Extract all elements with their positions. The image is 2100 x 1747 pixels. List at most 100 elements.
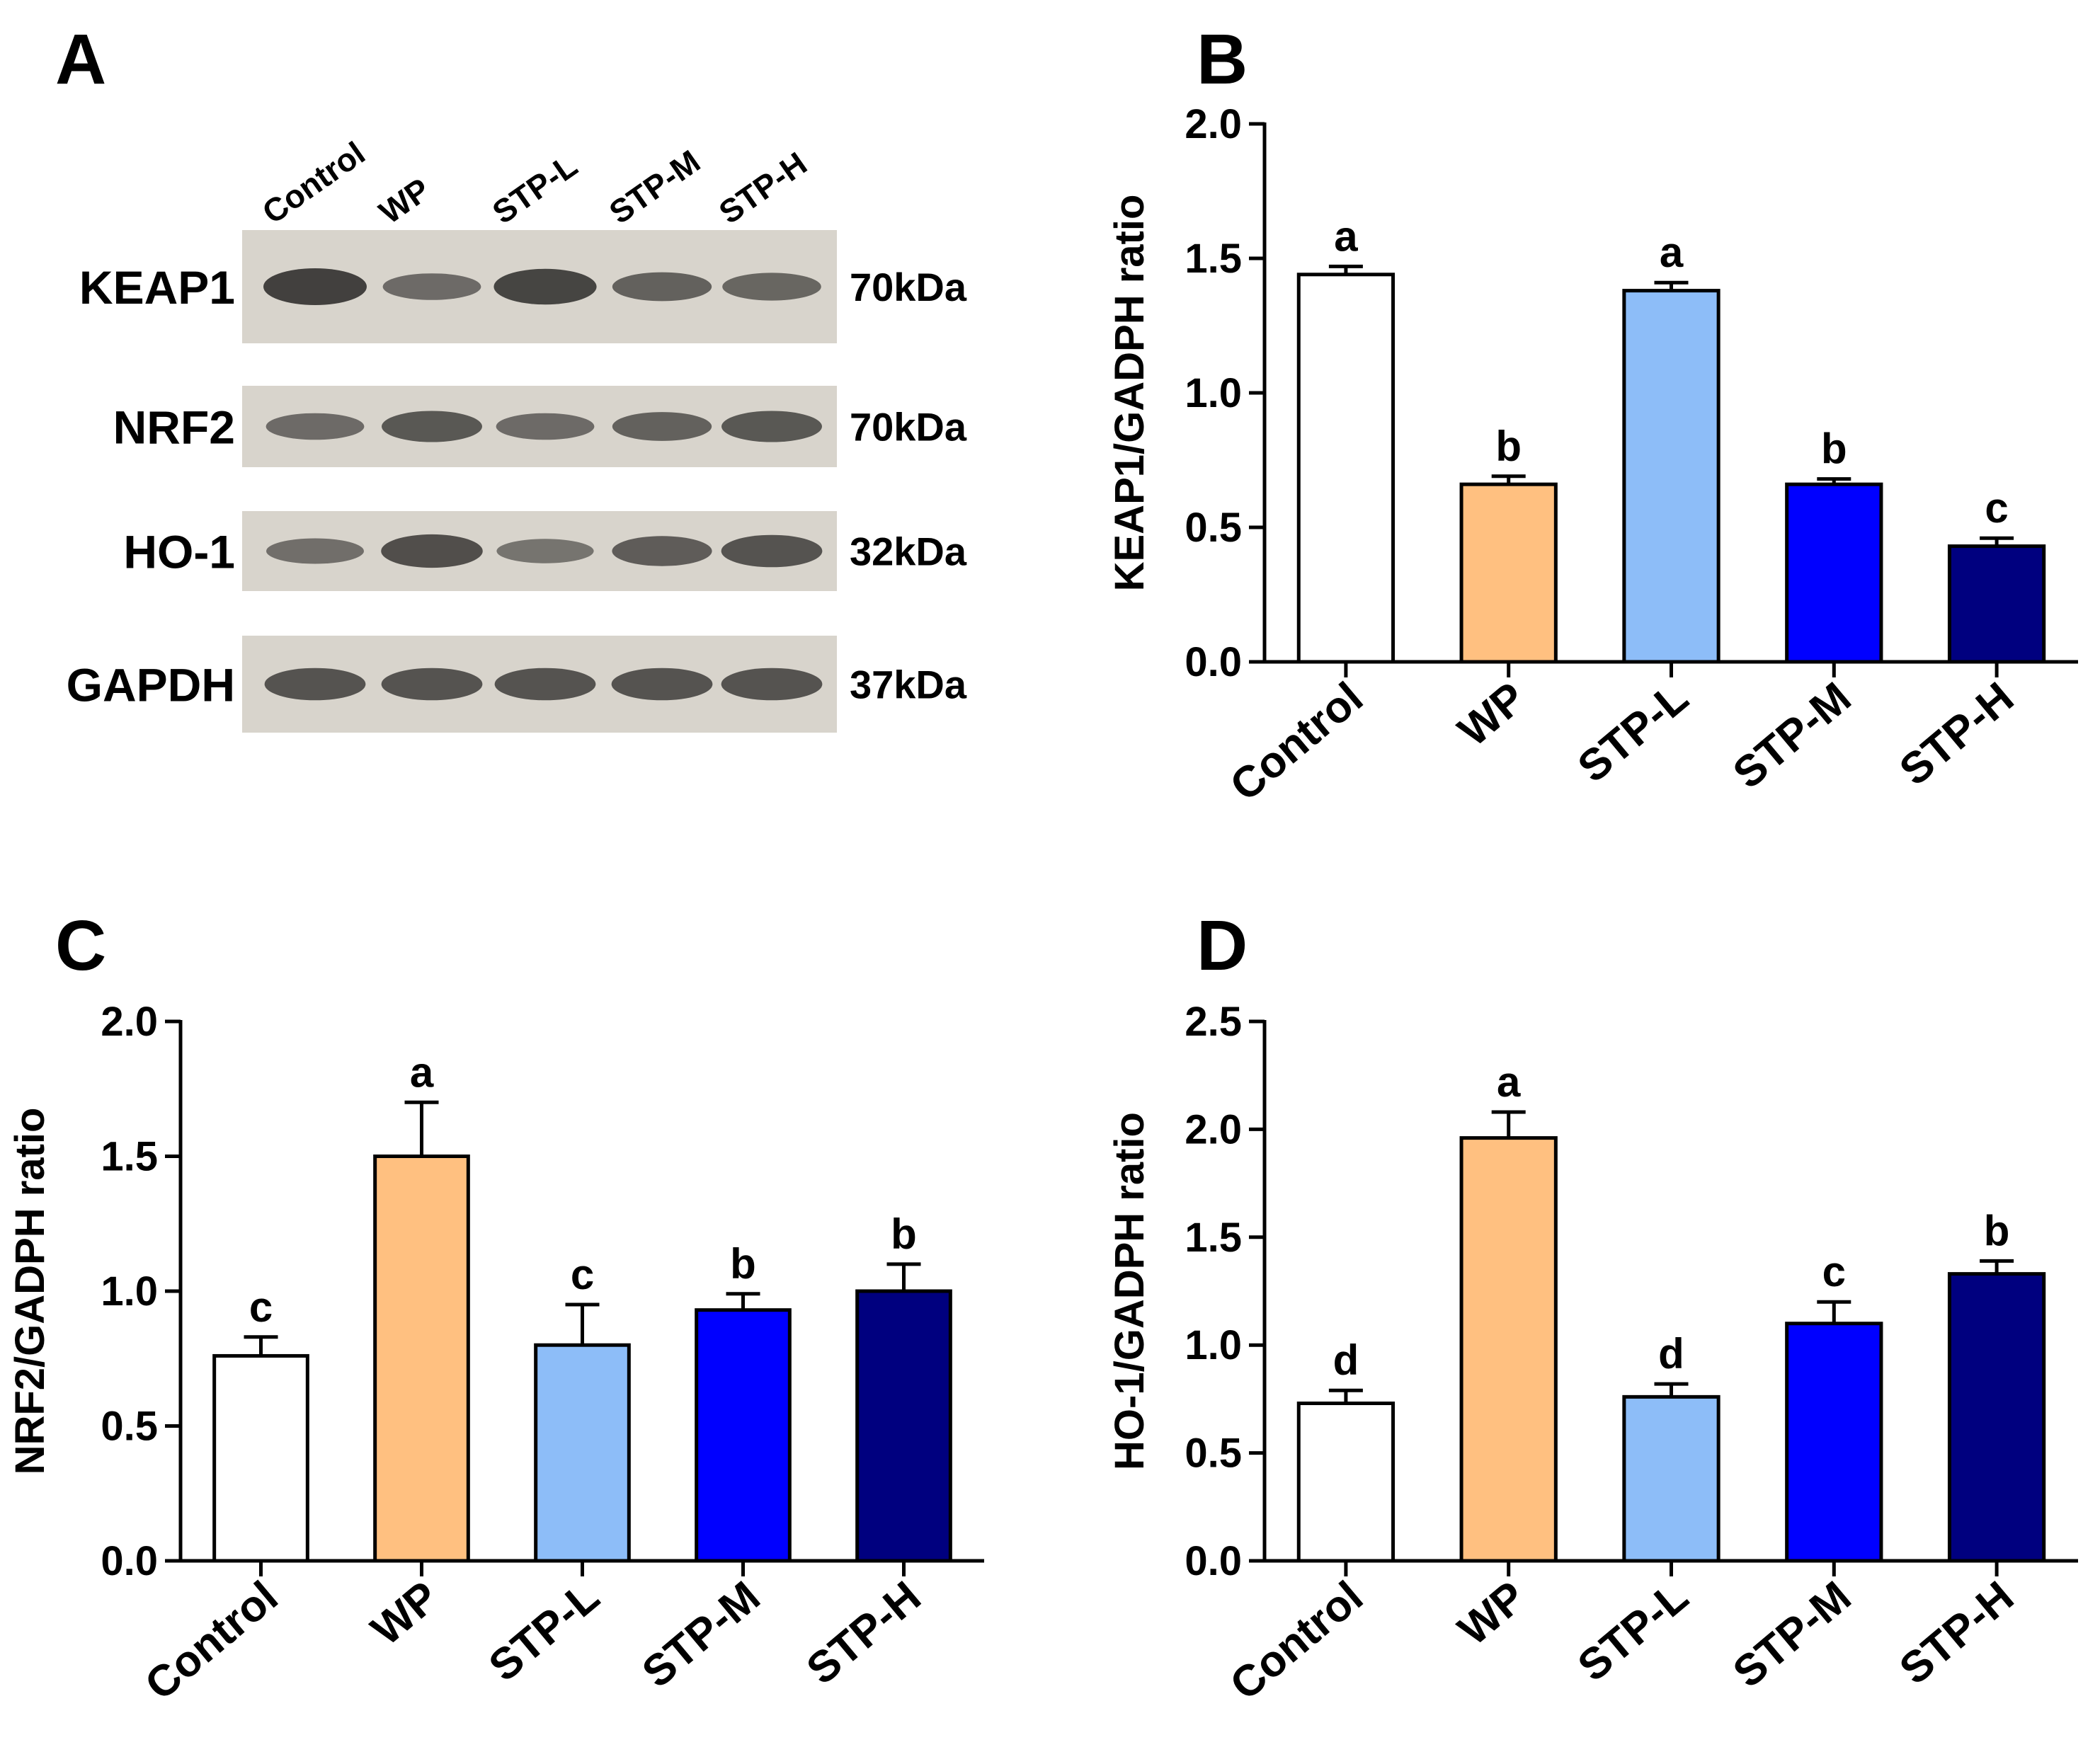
bar-b-stp-h [1947,544,2046,664]
sig-letter-d-stp-l: d [1658,1330,1684,1377]
bar-d-stp-l [1622,1394,1720,1563]
lane-label-stp-m: STP-M [603,143,707,231]
band-keap1-wp [382,273,481,300]
blot-row-ho-1: HO-1 32kDa [123,511,967,591]
band-ho-1-stp-m [612,536,712,566]
x-tick-label-b-wp: WP [1449,673,1535,756]
y-tick-label-d-3: 1.5 [1185,1215,1242,1261]
x-tick-label-b-stp-h: STP-H [1890,673,2023,795]
band-keap1-stp-m [612,272,712,302]
y-tick-label-d-1: 0.5 [1185,1431,1242,1477]
y-tick-label-d-4: 2.0 [1185,1106,1242,1152]
sig-letter-b-control: a [1334,212,1358,260]
y-tick-label-c-4: 2.0 [101,999,158,1045]
band-ho-1-wp [381,534,483,568]
sig-letter-c-control: c [249,1283,273,1331]
y-tick-label-c-1: 0.5 [101,1404,158,1450]
size-label-gapdh: 37kDa [850,663,967,707]
x-tick-label-c-stp-m: STP-M [633,1572,769,1697]
sig-letter-d-wp: a [1497,1058,1521,1106]
x-tick-label-d-wp: WP [1449,1572,1535,1655]
size-label-keap1: 70kDa [850,265,967,309]
x-tick-label-b-stp-m: STP-M [1724,673,1860,798]
panel-letter-c: C [55,906,106,985]
band-ho-1-control [266,538,364,564]
band-nrf2-stp-m [612,412,712,441]
bar-d-control [1296,1401,1396,1563]
y-tick-label-b-4: 2.0 [1185,101,1242,147]
panel-a-western-blot: A Control WP STP-L STP-M STP-H KEAP1 70kDa NRF… [55,20,967,733]
y-axis-label-b: KEAP1/GADPH ratio [1107,195,1153,592]
sig-letter-c-stp-h: b [891,1210,917,1258]
lane-label-stp-h: STP-H [712,144,814,231]
y-tick-label-b-1: 0.5 [1185,505,1242,551]
x-tick-label-d-control: Control [1221,1572,1372,1710]
sig-letter-b-stp-l: a [1660,229,1684,276]
band-ho-1-stp-l [496,539,594,563]
band-keap1-stp-l [493,268,597,305]
sig-letter-c-stp-m: b [730,1240,756,1288]
x-tick-label-d-stp-m: STP-M [1724,1572,1860,1697]
lane-label-control: Control [256,134,372,231]
x-tick-label-c-control: Control [136,1572,287,1710]
protein-label-gapdh: GAPDH [67,659,235,711]
sig-letter-b-wp: b [1495,423,1522,470]
y-tick-label-d-0: 0.0 [1185,1538,1242,1584]
bar-c-stp-h [855,1289,952,1563]
x-tick-label-c-wp: WP [363,1572,448,1655]
panel-c-nrf2-chart: C 0.0 0.5 1.0 1.5 2.0 NRF2/GADPH ratio c Contro… [7,906,984,1709]
panel-letter-d: D [1197,906,1248,985]
x-tick-label-b-stp-l: STP-L [1569,673,1698,792]
protein-label-nrf2: NRF2 [113,401,235,454]
y-tick-label-b-2: 1.0 [1185,370,1242,416]
bar-d-stp-h [1947,1272,2046,1563]
bar-c-stp-l [534,1343,631,1563]
size-label-ho-1: 32kDa [850,529,967,574]
x-tick-label-d-stp-l: STP-L [1569,1572,1698,1691]
y-tick-label-b-3: 1.5 [1185,236,1242,282]
band-gapdh-stp-l [494,668,596,701]
bar-c-stp-m [695,1308,792,1563]
x-tick-label-c-stp-h: STP-H [798,1572,930,1694]
blot-row-gapdh: GAPDH 37kDa [67,636,967,733]
sig-letter-b-stp-m: b [1821,425,1847,473]
x-tick-label-b-control: Control [1221,673,1372,811]
band-nrf2-control [266,413,365,440]
sig-letter-c-stp-l: c [571,1251,594,1298]
sig-letter-c-wp: a [410,1048,434,1096]
band-gapdh-stp-h [721,668,823,701]
blot-row-keap1: KEAP1 70kDa [79,230,967,343]
size-label-nrf2: 70kDa [850,405,967,449]
protein-label-keap1: KEAP1 [79,261,235,314]
panel-b-keap1-chart: B 0.0 0.5 1.0 1.5 2.0 KEAP1/GADPH ratio a Contr… [1107,20,2078,811]
band-keap1-control [263,268,367,305]
lane-label-stp-l: STP-L [486,147,584,231]
panel-letter-a: A [55,20,106,99]
panel-letter-b: B [1197,20,1248,99]
bar-b-control [1296,273,1396,664]
bar-d-wp [1459,1136,1558,1563]
y-axis-label-c: NRF2/GADPH ratio [7,1108,53,1475]
y-tick-label-c-2: 1.0 [101,1268,158,1314]
y-tick-label-d-5: 2.5 [1185,999,1242,1045]
sig-letter-d-stp-m: c [1822,1248,1846,1295]
bar-d-stp-m [1785,1322,1883,1563]
sig-letter-d-control: d [1333,1336,1359,1384]
bar-b-stp-m [1785,482,1883,664]
protein-label-ho-1: HO-1 [123,526,235,578]
band-gapdh-wp [381,668,483,701]
y-tick-label-c-0: 0.0 [101,1538,158,1584]
bar-b-stp-l [1622,289,1720,664]
y-axis-label-d: HO-1/GADPH ratio [1107,1112,1153,1470]
y-tick-label-c-3: 1.5 [101,1134,158,1180]
y-tick-label-b-0: 0.0 [1185,639,1242,685]
lane-label-wp: WP [372,171,437,231]
band-keap1-stp-h [722,273,821,301]
band-gapdh-stp-m [611,668,713,701]
band-nrf2-stp-h [721,411,822,442]
band-nrf2-wp [382,411,482,442]
y-tick-label-d-2: 1.0 [1185,1322,1242,1368]
x-tick-label-c-stp-l: STP-L [480,1572,609,1691]
sig-letter-d-stp-h: b [1984,1207,2010,1254]
panel-d-ho1-chart: D 0.0 0.5 1.0 1.5 2.0 2.5 HO-1/GADPH ratio d Con… [1107,906,2078,1709]
